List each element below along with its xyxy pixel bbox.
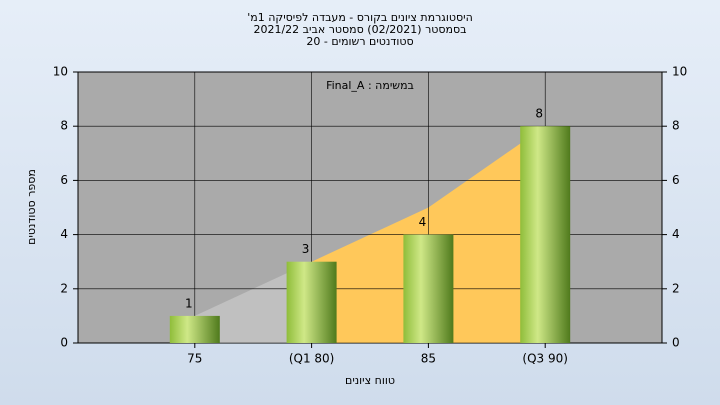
y-tick-label: 6 bbox=[60, 173, 68, 187]
y2-tick-label: 4 bbox=[672, 227, 680, 241]
x-tick-label: (Q1 80) bbox=[289, 352, 335, 366]
x-axis-label: טווח ציונים bbox=[345, 374, 395, 387]
bar bbox=[403, 234, 454, 343]
chart-subtitle: בסמסטר (02/2021) סמסטר אביב 2021/22 bbox=[253, 23, 466, 36]
annotation: במשימה : Final_A bbox=[326, 79, 414, 92]
chart-subtitle: סטודנטים רשומים - 20 bbox=[306, 35, 413, 48]
bar bbox=[286, 261, 337, 343]
chart-title: היסטוגרמת ציונים בקורס - מעבדה לפיסיקה 1… bbox=[247, 11, 473, 24]
data-label: 4 bbox=[419, 215, 427, 229]
y-tick-label: 8 bbox=[60, 119, 68, 133]
y-tick-label: 4 bbox=[60, 227, 68, 241]
y2-tick-label: 6 bbox=[672, 173, 680, 187]
x-tick-label: 75 bbox=[187, 352, 202, 366]
y2-tick-label: 8 bbox=[672, 119, 680, 133]
bar bbox=[520, 126, 571, 343]
x-tick-label: 85 bbox=[421, 352, 436, 366]
data-label: 1 bbox=[185, 296, 193, 310]
y-axis-label: מספר סטודנטים bbox=[25, 169, 38, 245]
area bbox=[194, 261, 312, 343]
bar bbox=[169, 315, 220, 343]
y-tick-label: 10 bbox=[53, 65, 68, 79]
y2-tick-label: 0 bbox=[672, 336, 680, 350]
y-tick-label: 0 bbox=[60, 336, 68, 350]
y-tick-label: 2 bbox=[60, 281, 68, 295]
y2-tick-label: 2 bbox=[672, 281, 680, 295]
x-tick-label: (Q3 90) bbox=[522, 352, 568, 366]
data-label: 3 bbox=[302, 242, 310, 256]
y2-tick-label: 10 bbox=[672, 65, 687, 79]
data-label: 8 bbox=[535, 107, 543, 121]
